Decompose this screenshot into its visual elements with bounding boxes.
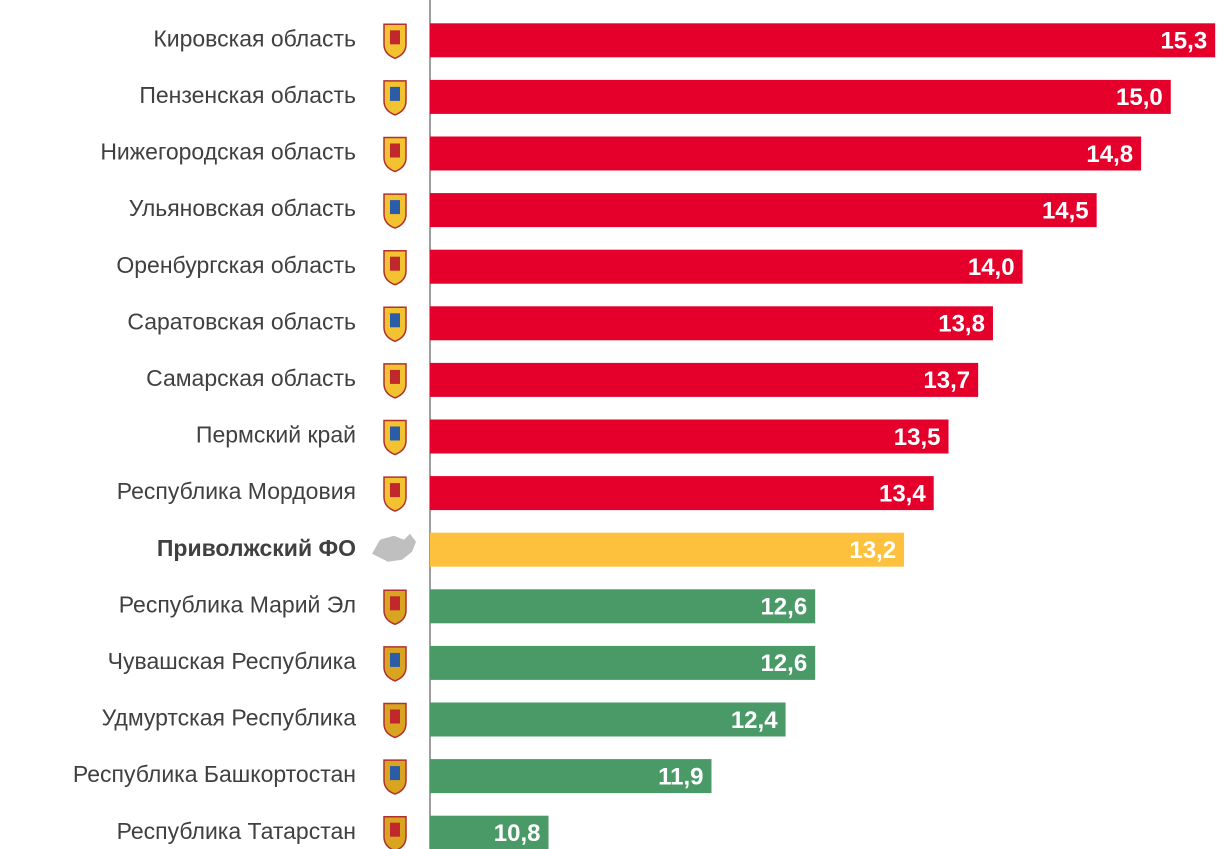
value-label: 14,5 — [1042, 197, 1089, 224]
category-label: Удмуртская Республика — [102, 705, 357, 731]
emblem-detail — [390, 369, 400, 384]
bar — [430, 815, 549, 849]
category-label: Пермский край — [196, 422, 356, 448]
value-label: 14,0 — [968, 254, 1015, 281]
category-label: Оренбургская область — [116, 252, 356, 278]
region-icon — [372, 533, 416, 562]
category-label: Чувашская Республика — [108, 648, 357, 674]
bar — [430, 476, 934, 511]
value-label: 12,6 — [760, 594, 807, 621]
emblem-detail — [390, 709, 400, 724]
emblem-detail — [390, 143, 400, 158]
category-label: Самарская область — [146, 365, 356, 391]
bar — [430, 23, 1216, 58]
value-label: 12,6 — [760, 650, 807, 677]
category-label: Нижегородская область — [100, 139, 356, 165]
emblem-detail — [390, 86, 400, 101]
emblem-detail — [390, 313, 400, 328]
value-label: 14,8 — [1086, 141, 1133, 168]
value-label: 15,3 — [1160, 28, 1207, 55]
bar — [430, 589, 816, 624]
category-label: Республика Татарстан — [117, 818, 356, 844]
value-label: 11,9 — [658, 763, 703, 790]
bar — [430, 306, 993, 341]
emblem-detail — [390, 256, 400, 271]
emblem-detail — [390, 822, 400, 837]
bar — [430, 136, 1142, 171]
value-label: 10,8 — [494, 820, 541, 847]
category-label: Приволжский ФО — [157, 535, 356, 561]
emblem-detail — [390, 766, 400, 781]
value-label: 12,4 — [731, 707, 778, 734]
value-label: 13,4 — [879, 480, 926, 507]
category-label: Пензенская область — [139, 82, 356, 108]
value-label: 13,7 — [923, 367, 970, 394]
bar — [430, 645, 816, 680]
value-label: 13,2 — [849, 537, 896, 564]
category-label: Республика Мордовия — [117, 478, 356, 504]
bar — [430, 193, 1097, 228]
bar — [430, 79, 1171, 114]
emblem-detail — [390, 596, 400, 611]
bar — [430, 419, 949, 454]
bar — [430, 532, 905, 567]
category-label: Республика Башкортостан — [73, 761, 356, 787]
value-label: 15,0 — [1116, 84, 1163, 111]
emblem-detail — [390, 30, 400, 45]
bar — [430, 702, 786, 737]
emblem-detail — [390, 426, 400, 441]
value-label: 13,5 — [894, 424, 941, 451]
bar — [430, 362, 979, 397]
category-label: Саратовская область — [127, 308, 356, 334]
bar — [430, 249, 1023, 284]
value-label: 13,8 — [938, 311, 985, 338]
bar — [430, 759, 712, 794]
emblem-detail — [390, 483, 400, 498]
category-label: Кировская область — [153, 25, 356, 51]
category-label: Республика Марий Эл — [119, 591, 356, 617]
category-label: Ульяновская область — [129, 195, 356, 221]
emblem-detail — [390, 200, 400, 215]
emblem-detail — [390, 652, 400, 667]
